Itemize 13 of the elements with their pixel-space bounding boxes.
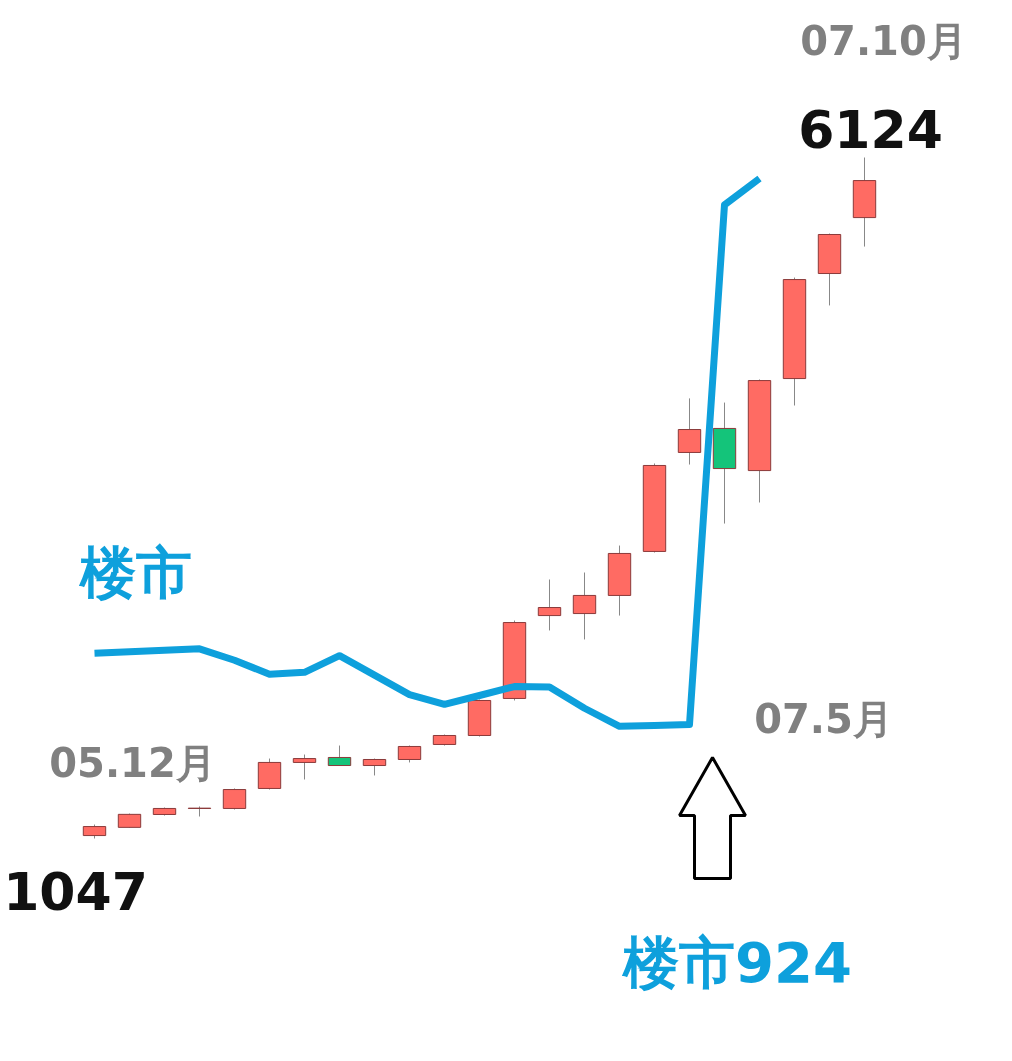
candlestick [572, 572, 597, 640]
candlestick [537, 578, 562, 631]
annotation: 05.12月 [49, 739, 216, 786]
annotation: 07.5月 [754, 695, 893, 742]
candlestick [292, 754, 317, 780]
candlestick [677, 397, 702, 466]
annotation: 6124 [798, 99, 943, 160]
series-label: 楼市 [77, 540, 192, 605]
text: 1047 [3, 861, 148, 922]
text: 07.10月 [800, 17, 967, 64]
candlestick [327, 745, 352, 767]
candlestick [222, 787, 247, 811]
text: 楼市924 [621, 930, 852, 995]
